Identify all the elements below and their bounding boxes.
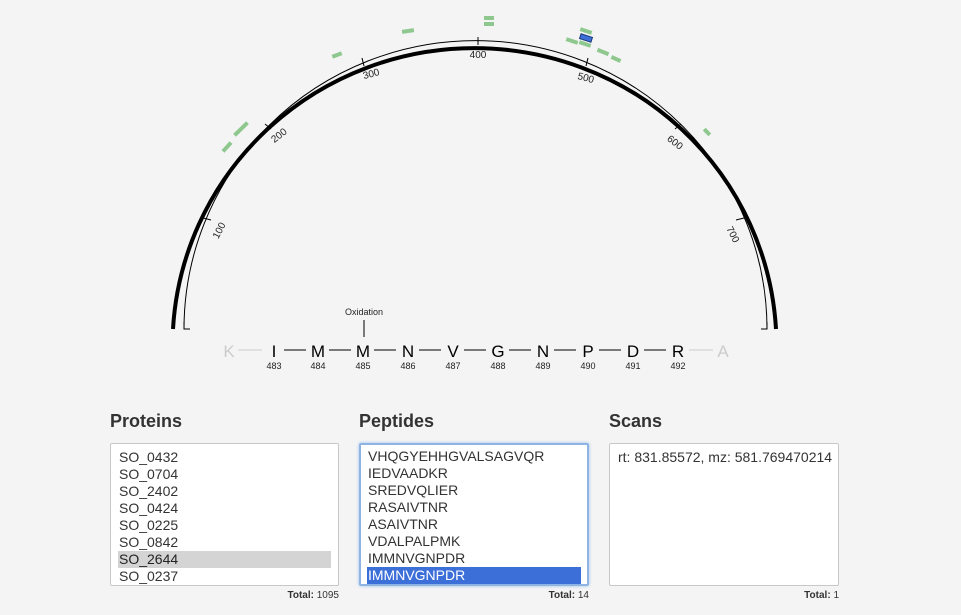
residue-letter: V	[447, 342, 459, 361]
axis-tick-400: 400	[470, 37, 487, 61]
residue-position: 486	[400, 361, 415, 371]
peptide-mark[interactable]	[331, 51, 343, 59]
residue-position: 491	[625, 361, 640, 371]
axis-tick-700: 700	[723, 217, 745, 245]
axis-tick-100: 100	[202, 217, 229, 241]
residue-letter: R	[672, 342, 684, 361]
peptide-mark[interactable]	[565, 37, 579, 45]
peptide-mark[interactable]	[484, 22, 494, 26]
residue-position: 483	[266, 361, 281, 371]
coverage-arc-inner	[183, 40, 768, 330]
residue-letter: D	[627, 342, 639, 361]
peptide-mark[interactable]	[596, 47, 610, 57]
axis-tick-500: 500	[576, 57, 596, 86]
protein-item[interactable]: SO_0704	[119, 466, 179, 482]
residue-position: 487	[445, 361, 460, 371]
residue-context-letter: A	[717, 342, 729, 361]
coverage-arc-inner-ends	[183, 322, 768, 329]
peptide-mark[interactable]	[578, 40, 592, 48]
peptide-mark[interactable]	[484, 16, 494, 20]
residue-letter: M	[356, 342, 370, 361]
peptide-item[interactable]: VHQGYEHHGVALSAGVQR	[368, 448, 545, 464]
peptide-mark[interactable]	[579, 27, 593, 35]
protein-item[interactable]: SO_0424	[119, 500, 179, 516]
residue-letter: M	[311, 342, 325, 361]
peptide-marks	[221, 16, 712, 153]
peptides-title: Peptides	[359, 411, 435, 431]
peptide-item[interactable]: IMMNVGNPDR	[368, 550, 466, 566]
scans-total-value: 1	[833, 590, 839, 601]
peptide-item[interactable]: IEDVAADKR	[368, 465, 448, 481]
residue-letter: P	[582, 342, 593, 361]
scans-total-label: Total:	[804, 590, 831, 601]
scans-title: Scans	[609, 411, 663, 431]
axis-tick-label: 700	[723, 225, 741, 245]
axis-tick-label: 200	[269, 126, 289, 145]
peptides-total-label: Total:	[548, 590, 576, 601]
scans-total: Total: 1	[609, 590, 839, 601]
peptide-item[interactable]: ASAIVTNR	[368, 516, 439, 532]
peptide-item[interactable]: RASAIVTNR	[368, 499, 449, 515]
peptide-mark[interactable]	[221, 141, 233, 153]
residue-letter: N	[402, 342, 414, 361]
proteins-title: Proteins	[110, 411, 183, 431]
residue-position: 490	[580, 361, 595, 371]
axis-tick-label: 600	[665, 134, 685, 153]
peptides-panel: Peptides VHQGYEHHGVALSAGVQR IEDVAADKR SR…	[359, 405, 589, 601]
proteins-total-value: 1095	[316, 590, 339, 601]
residue-position: 484	[310, 361, 325, 371]
modification-label: Oxidation	[345, 307, 383, 317]
peptide-item[interactable]: SREDVQLIER	[368, 482, 459, 498]
peptide-mark[interactable]	[610, 55, 622, 63]
proteins-total-label: Total:	[287, 590, 314, 601]
peptides-list[interactable]: VHQGYEHHGVALSAGVQR IEDVAADKR SREDVQLIER …	[359, 443, 589, 586]
residue-position: 492	[670, 361, 685, 371]
protein-item[interactable]: SO_2402	[119, 483, 179, 499]
selected-peptide-mark[interactable]	[578, 33, 594, 43]
axis-tick-label: 400	[470, 50, 487, 61]
axis-tick-300: 300	[361, 57, 381, 82]
axis-tick-label: 300	[362, 67, 381, 82]
proteins-total: Total: 1095	[110, 590, 339, 601]
proteins-list[interactable]: SO_0432 SO_0704 SO_2402 SO_0424 SO_0225 …	[110, 443, 339, 586]
protein-item[interactable]: SO_0225	[119, 517, 179, 533]
axis-tick-200: 200	[264, 123, 290, 146]
protein-item-selected[interactable]: SO_2644	[118, 551, 331, 568]
protein-coverage-viz: 100 200 300 400 500 600 700	[171, 16, 778, 371]
residue-position: 488	[490, 361, 505, 371]
peptide-mark[interactable]	[233, 121, 249, 137]
axis-tick-label: 100	[211, 220, 229, 240]
scans-list[interactable]: rt: 831.85572, mz: 581.769470214	[609, 443, 839, 586]
residue-letter: G	[491, 342, 504, 361]
axis-tick-label: 500	[576, 71, 595, 86]
scans-panel: Scans rt: 831.85572, mz: 581.769470214 T…	[609, 405, 839, 601]
proteins-panel: Proteins SO_0432 SO_0704 SO_2402 SO_0424…	[110, 405, 339, 601]
residue-context-letter: K	[223, 342, 235, 361]
coverage-arc-outer	[171, 46, 778, 330]
peptides-total-value: 14	[577, 590, 589, 601]
peptide-mark[interactable]	[401, 28, 415, 34]
protein-item[interactable]: SO_0842	[119, 534, 179, 550]
residue-letter: I	[272, 342, 277, 361]
peptide-item[interactable]: VDALPALPMK	[368, 533, 461, 549]
residue-letter: N	[537, 342, 549, 361]
peptide-item-selected[interactable]: IMMNVGNPDR	[367, 567, 581, 584]
residue-position: 489	[535, 361, 550, 371]
peptide-mark[interactable]	[702, 127, 712, 137]
protein-item[interactable]: SO_0432	[119, 449, 179, 465]
peptides-total: Total: 14	[359, 590, 589, 601]
protein-item[interactable]: SO_0237	[119, 568, 179, 584]
residue-position: 485	[355, 361, 370, 371]
sequence-residues: K I 483 M 484 M 485 N 486 V 487 G 488 N …	[223, 342, 729, 371]
scan-item[interactable]: rt: 831.85572, mz: 581.769470214	[618, 449, 833, 465]
